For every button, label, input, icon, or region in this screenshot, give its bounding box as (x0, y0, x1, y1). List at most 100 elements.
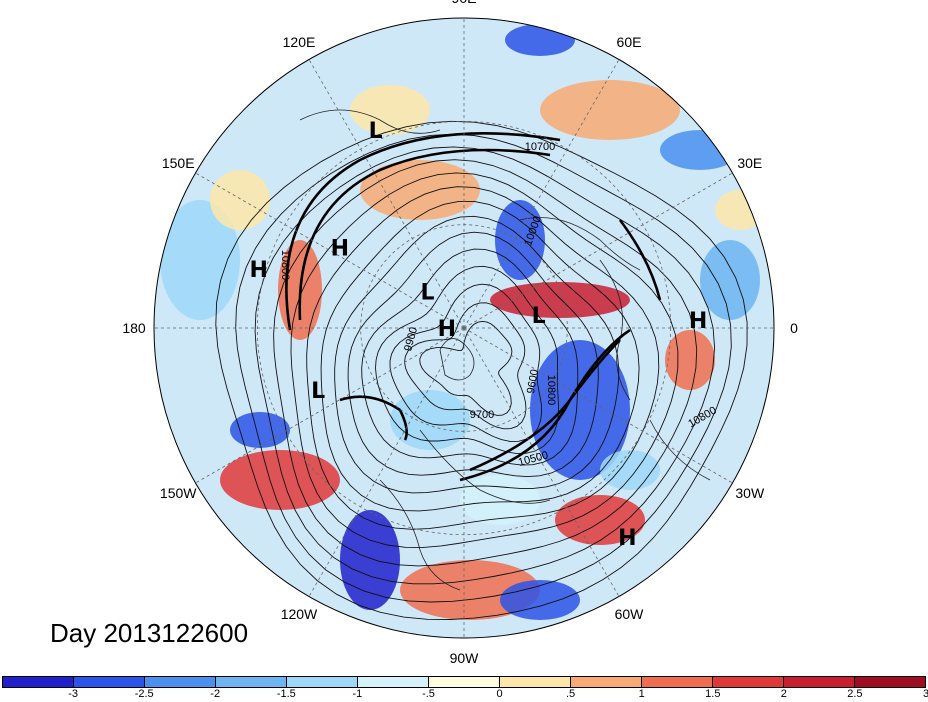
anomaly-patch (540, 80, 680, 140)
meridian-line (463, 327, 733, 484)
meridian-line (195, 327, 465, 484)
colorbar-label: 2.5 (847, 688, 863, 700)
colorbar-segment (429, 677, 500, 687)
coastline (519, 217, 641, 271)
colorbar-label: 2 (780, 688, 787, 700)
colorbar-segment (784, 677, 855, 687)
jet-contour (618, 219, 662, 301)
colorbar-segment (3, 677, 74, 687)
height-contour (273, 159, 698, 567)
height-contour (306, 186, 660, 530)
low-pressure-marker: L (311, 379, 325, 404)
anomaly-patch (160, 200, 240, 320)
colorbar-segment (642, 677, 713, 687)
low-pressure-marker: L (369, 119, 383, 144)
meridian-line (463, 327, 620, 597)
colorbar-segment (358, 677, 429, 687)
anomaly-patch (665, 330, 715, 390)
colorbar-segment (571, 677, 642, 687)
longitude-label-150e: 150E (162, 155, 195, 171)
colorbar-segment (713, 677, 784, 687)
high-pressure-marker: H (689, 309, 707, 334)
anomaly-patch (210, 170, 270, 230)
coastline (439, 338, 475, 381)
anomaly-patch (660, 130, 740, 170)
colorbar-label: -3 (68, 688, 78, 700)
graticule (154, 18, 774, 638)
colorbar-segment (74, 677, 145, 687)
anomaly-patch (340, 510, 400, 610)
contour-value-label: 10800 (545, 375, 557, 406)
date-title: Day 2013122600 (50, 618, 249, 648)
map-boundary (153, 17, 775, 639)
coastline (599, 259, 631, 401)
height-contour (419, 320, 513, 416)
height-contour (361, 248, 579, 466)
contour-value-label: 10800 (279, 250, 291, 281)
anomaly-patch (350, 85, 430, 135)
low-pressure-marker: L (532, 304, 546, 329)
meridian-line (463, 172, 733, 329)
anomaly-patch (460, 475, 540, 525)
meridian-line (308, 327, 465, 597)
longitude-label-90w: 90W (450, 650, 480, 666)
height-contour (290, 172, 679, 548)
anomaly-patch (220, 450, 340, 510)
colorbar-label: 1 (638, 688, 645, 700)
longitude-label-150w: 150W (160, 485, 197, 501)
high-pressure-marker: H (331, 236, 349, 261)
anomaly-patch (600, 450, 660, 490)
height-contour (375, 265, 559, 454)
colorbar-label: 0 (496, 688, 503, 700)
longitude-label-30e: 30E (737, 155, 762, 171)
jet-contours (285, 132, 662, 482)
anomaly-patch (230, 412, 290, 448)
jet-contour (339, 395, 408, 441)
colorbar-label: -1 (352, 688, 363, 700)
longitude-label-60e: 60E (617, 34, 642, 50)
colorbar-segment (287, 677, 358, 687)
anomaly-patch (505, 24, 575, 56)
meridian-line (463, 59, 620, 329)
coastlines (299, 109, 711, 591)
colorbar-segment (216, 677, 287, 687)
meridian-line (195, 172, 465, 329)
jet-contour (469, 339, 621, 472)
high-pressure-marker: H (438, 317, 456, 342)
anomaly-patch (555, 495, 645, 545)
colorbar-labels: -3 -2.5 -2 -1.5 -1 -.5 0 .5 1 1.5 2 2.5 3 (0, 688, 928, 702)
colorbar (2, 676, 926, 688)
anomaly-patch (495, 200, 545, 280)
height-contour (404, 302, 527, 430)
jet-contour (298, 148, 551, 321)
colorbar-label: .5 (566, 688, 576, 700)
colorbar-segment (145, 677, 216, 687)
height-contour (235, 133, 732, 603)
anomaly-patch (700, 240, 760, 320)
height-contour (215, 120, 748, 620)
coastline (419, 429, 551, 504)
colorbar-label: -1.5 (276, 688, 296, 700)
longitude-label-180: 180 (122, 320, 146, 336)
low-pressure-marker: L (420, 281, 434, 306)
colorbar-label: -2.5 (134, 688, 154, 700)
longitude-label-30w: 30W (735, 485, 765, 501)
coastline (299, 109, 441, 134)
colorbar-label: -2 (210, 688, 221, 700)
height-contour (254, 146, 716, 585)
contour-value-label: 9700 (470, 409, 494, 421)
coastline (379, 479, 461, 591)
height-contour (347, 231, 599, 478)
height-contour (389, 283, 543, 442)
anomaly-patch (500, 580, 580, 620)
longitude-label-90e: 90E (452, 0, 477, 6)
high-pressure-marker: H (618, 526, 636, 551)
height-contour (334, 215, 620, 494)
anomaly-patch (490, 282, 630, 318)
longitude-label-120e: 120E (283, 34, 316, 50)
colorbar-label: 3 (922, 688, 928, 700)
height-contour (320, 200, 640, 512)
anomaly-patch (360, 160, 480, 220)
